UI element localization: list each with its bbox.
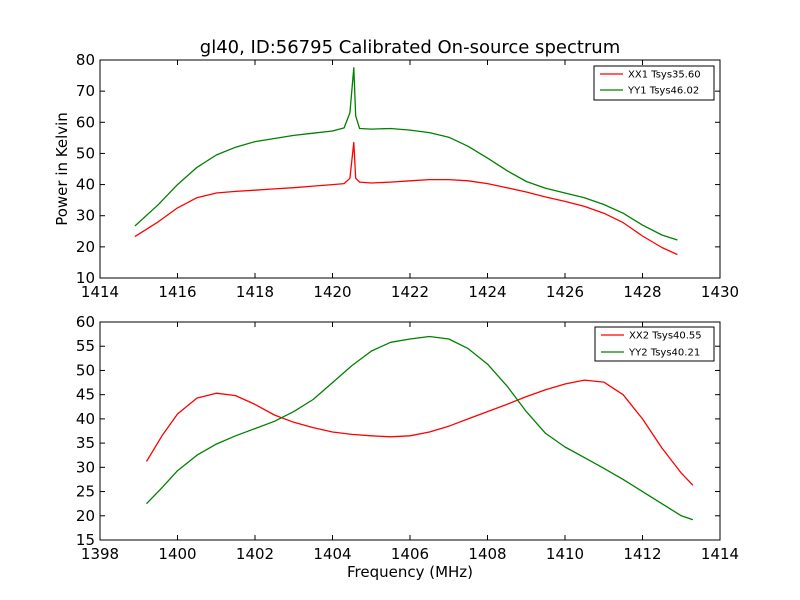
- bottom-y-tick-label-7: 50: [76, 361, 95, 379]
- bottom-legend-xx2-label: XX2 Tsys40.55: [629, 331, 702, 342]
- bottom-y-tick-label-3: 30: [76, 458, 95, 476]
- bottom-x-tick-label-1: 1400: [158, 545, 196, 563]
- bottom-x-tick-label-6: 1410: [546, 545, 584, 563]
- top-legend-xx1-label: XX1 Tsys35.60: [628, 70, 701, 81]
- bottom-legend-yy2-label: YY2 Tsys40.21: [628, 348, 700, 359]
- bottom-y-tick-label-9: 60: [76, 313, 95, 331]
- bottom-plot-legend: XX2 Tsys40.55 YY2 Tsys40.21: [594, 326, 715, 362]
- top-legend-yy1-label: YY1 Tsys46.02: [627, 86, 699, 97]
- top-plot: 1414 1416 1418 1420 1422 1424 1426 1428 1430 10 20…: [76, 51, 739, 301]
- top-series-line-2: [134, 67, 678, 241]
- top-series-line-1: [134, 141, 678, 256]
- bottom-y-tick-label-8: 55: [76, 337, 95, 355]
- top-x-tick-label-6: 1426: [546, 283, 584, 301]
- top-y-tick-label-3: 40: [76, 176, 95, 194]
- top-y-axis-label: Power in Kelvin: [53, 112, 71, 226]
- top-y-tick-label-1: 20: [76, 238, 95, 256]
- top-x-tick-label-7: 1428: [623, 283, 661, 301]
- top-x-tick-label-2: 1418: [236, 283, 274, 301]
- top-plot-frame: [99, 59, 721, 279]
- bottom-x-tick-label-8: 1414: [701, 545, 739, 563]
- top-plot-legend: XX1 Tsys35.60 YY1 Tsys46.02: [593, 65, 715, 101]
- top-x-tick-label-3: 1420: [313, 283, 351, 301]
- top-y-tick-label-5: 60: [76, 113, 95, 131]
- bottom-x-tick-label-3: 1404: [313, 545, 351, 563]
- top-y-tick-label-7: 80: [76, 51, 95, 69]
- bottom-legend-box: [594, 326, 715, 362]
- bottom-plot-series-lines: [145, 335, 694, 521]
- bottom-x-tick-label-7: 1412: [623, 545, 661, 563]
- bottom-y-tick-label-6: 45: [76, 386, 95, 404]
- bottom-plot: 1398 1400 1402 1404 1406 1408 1410 1412 1414 15 20…: [76, 313, 739, 563]
- bottom-y-tick-label-5: 40: [76, 410, 95, 428]
- bottom-x-tick-label-2: 1402: [236, 545, 274, 563]
- bottom-y-tick-label-0: 15: [76, 531, 95, 549]
- bottom-series-line-1: [145, 379, 694, 486]
- bottom-y-tick-label-2: 25: [76, 483, 95, 501]
- top-x-tick-label-4: 1422: [391, 283, 429, 301]
- top-x-tick-label-8: 1430: [701, 283, 739, 301]
- bottom-x-axis-label: Frequency (MHz): [347, 563, 473, 581]
- top-x-tick-label-0: 1414: [81, 283, 119, 301]
- bottom-x-tick-label-5: 1408: [468, 545, 506, 563]
- top-plot-ticks: 1414 1416 1418 1420 1422 1424 1426 1428 1430 10 20…: [76, 51, 739, 301]
- top-y-tick-label-2: 30: [76, 207, 95, 225]
- chart-title: gl40, ID:56795 Calibrated On-source spec…: [200, 37, 620, 58]
- bottom-x-tick-label-4: 1406: [391, 545, 429, 563]
- top-plot-series-lines: [134, 67, 678, 256]
- bottom-y-tick-label-4: 35: [76, 434, 95, 452]
- bottom-series-line-2: [146, 335, 694, 521]
- bottom-y-tick-label-1: 20: [76, 507, 95, 525]
- bottom-x-tick-label-0: 1398: [81, 545, 119, 563]
- top-y-tick-label-6: 70: [76, 82, 95, 100]
- top-y-tick-label-4: 50: [76, 144, 95, 162]
- top-x-tick-label-1: 1416: [158, 283, 196, 301]
- top-y-tick-label-0: 10: [76, 269, 95, 287]
- top-legend-box: [593, 65, 715, 101]
- top-x-tick-label-5: 1424: [468, 283, 506, 301]
- bottom-plot-ticks: 1398 1400 1402 1404 1406 1408 1410 1412 1414 15 20…: [76, 313, 739, 563]
- bottom-plot-frame: [99, 321, 721, 541]
